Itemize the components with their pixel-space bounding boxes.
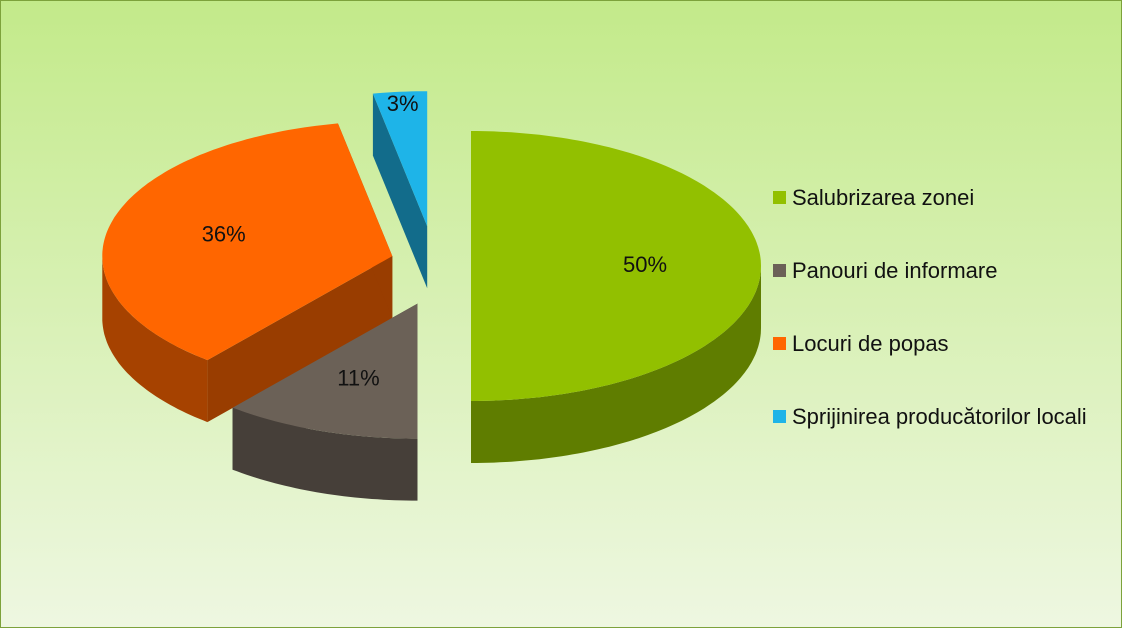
tops: 50% 11% 36% 3% xyxy=(102,91,761,439)
slice xyxy=(232,303,418,439)
legend-swatch xyxy=(773,337,786,350)
legend-swatch xyxy=(773,191,786,204)
slice-side xyxy=(102,256,208,423)
legend-item: Locuri de popas xyxy=(773,329,1113,402)
slice xyxy=(372,91,428,227)
slice-side xyxy=(232,407,418,501)
slice-edge xyxy=(372,93,428,289)
legend-swatch xyxy=(773,264,786,277)
legend-item: Panouri de informare xyxy=(773,256,1113,329)
legend: Salubrizarea zonei Panouri de informare Lo… xyxy=(773,183,1113,475)
data-label: 3% xyxy=(387,91,419,116)
data-label: 11% xyxy=(337,366,379,391)
legend-label: Panouri de informare xyxy=(792,258,998,283)
legend-label: Sprijinirea producătorilor locali xyxy=(792,404,1087,429)
data-label: 50% xyxy=(623,252,667,277)
data-label: 36% xyxy=(202,222,246,247)
legend-item: Salubrizarea zonei xyxy=(773,183,1113,256)
legend-label: Salubrizarea zonei xyxy=(792,185,975,210)
slice-edge xyxy=(207,256,393,423)
legend-swatch xyxy=(773,410,786,423)
legend-label: Locuri de popas xyxy=(792,331,949,356)
slice-side xyxy=(471,266,761,463)
slice xyxy=(102,123,393,361)
legend-item: Sprijinirea producătorilor locali xyxy=(773,402,1113,475)
slice xyxy=(471,131,761,401)
